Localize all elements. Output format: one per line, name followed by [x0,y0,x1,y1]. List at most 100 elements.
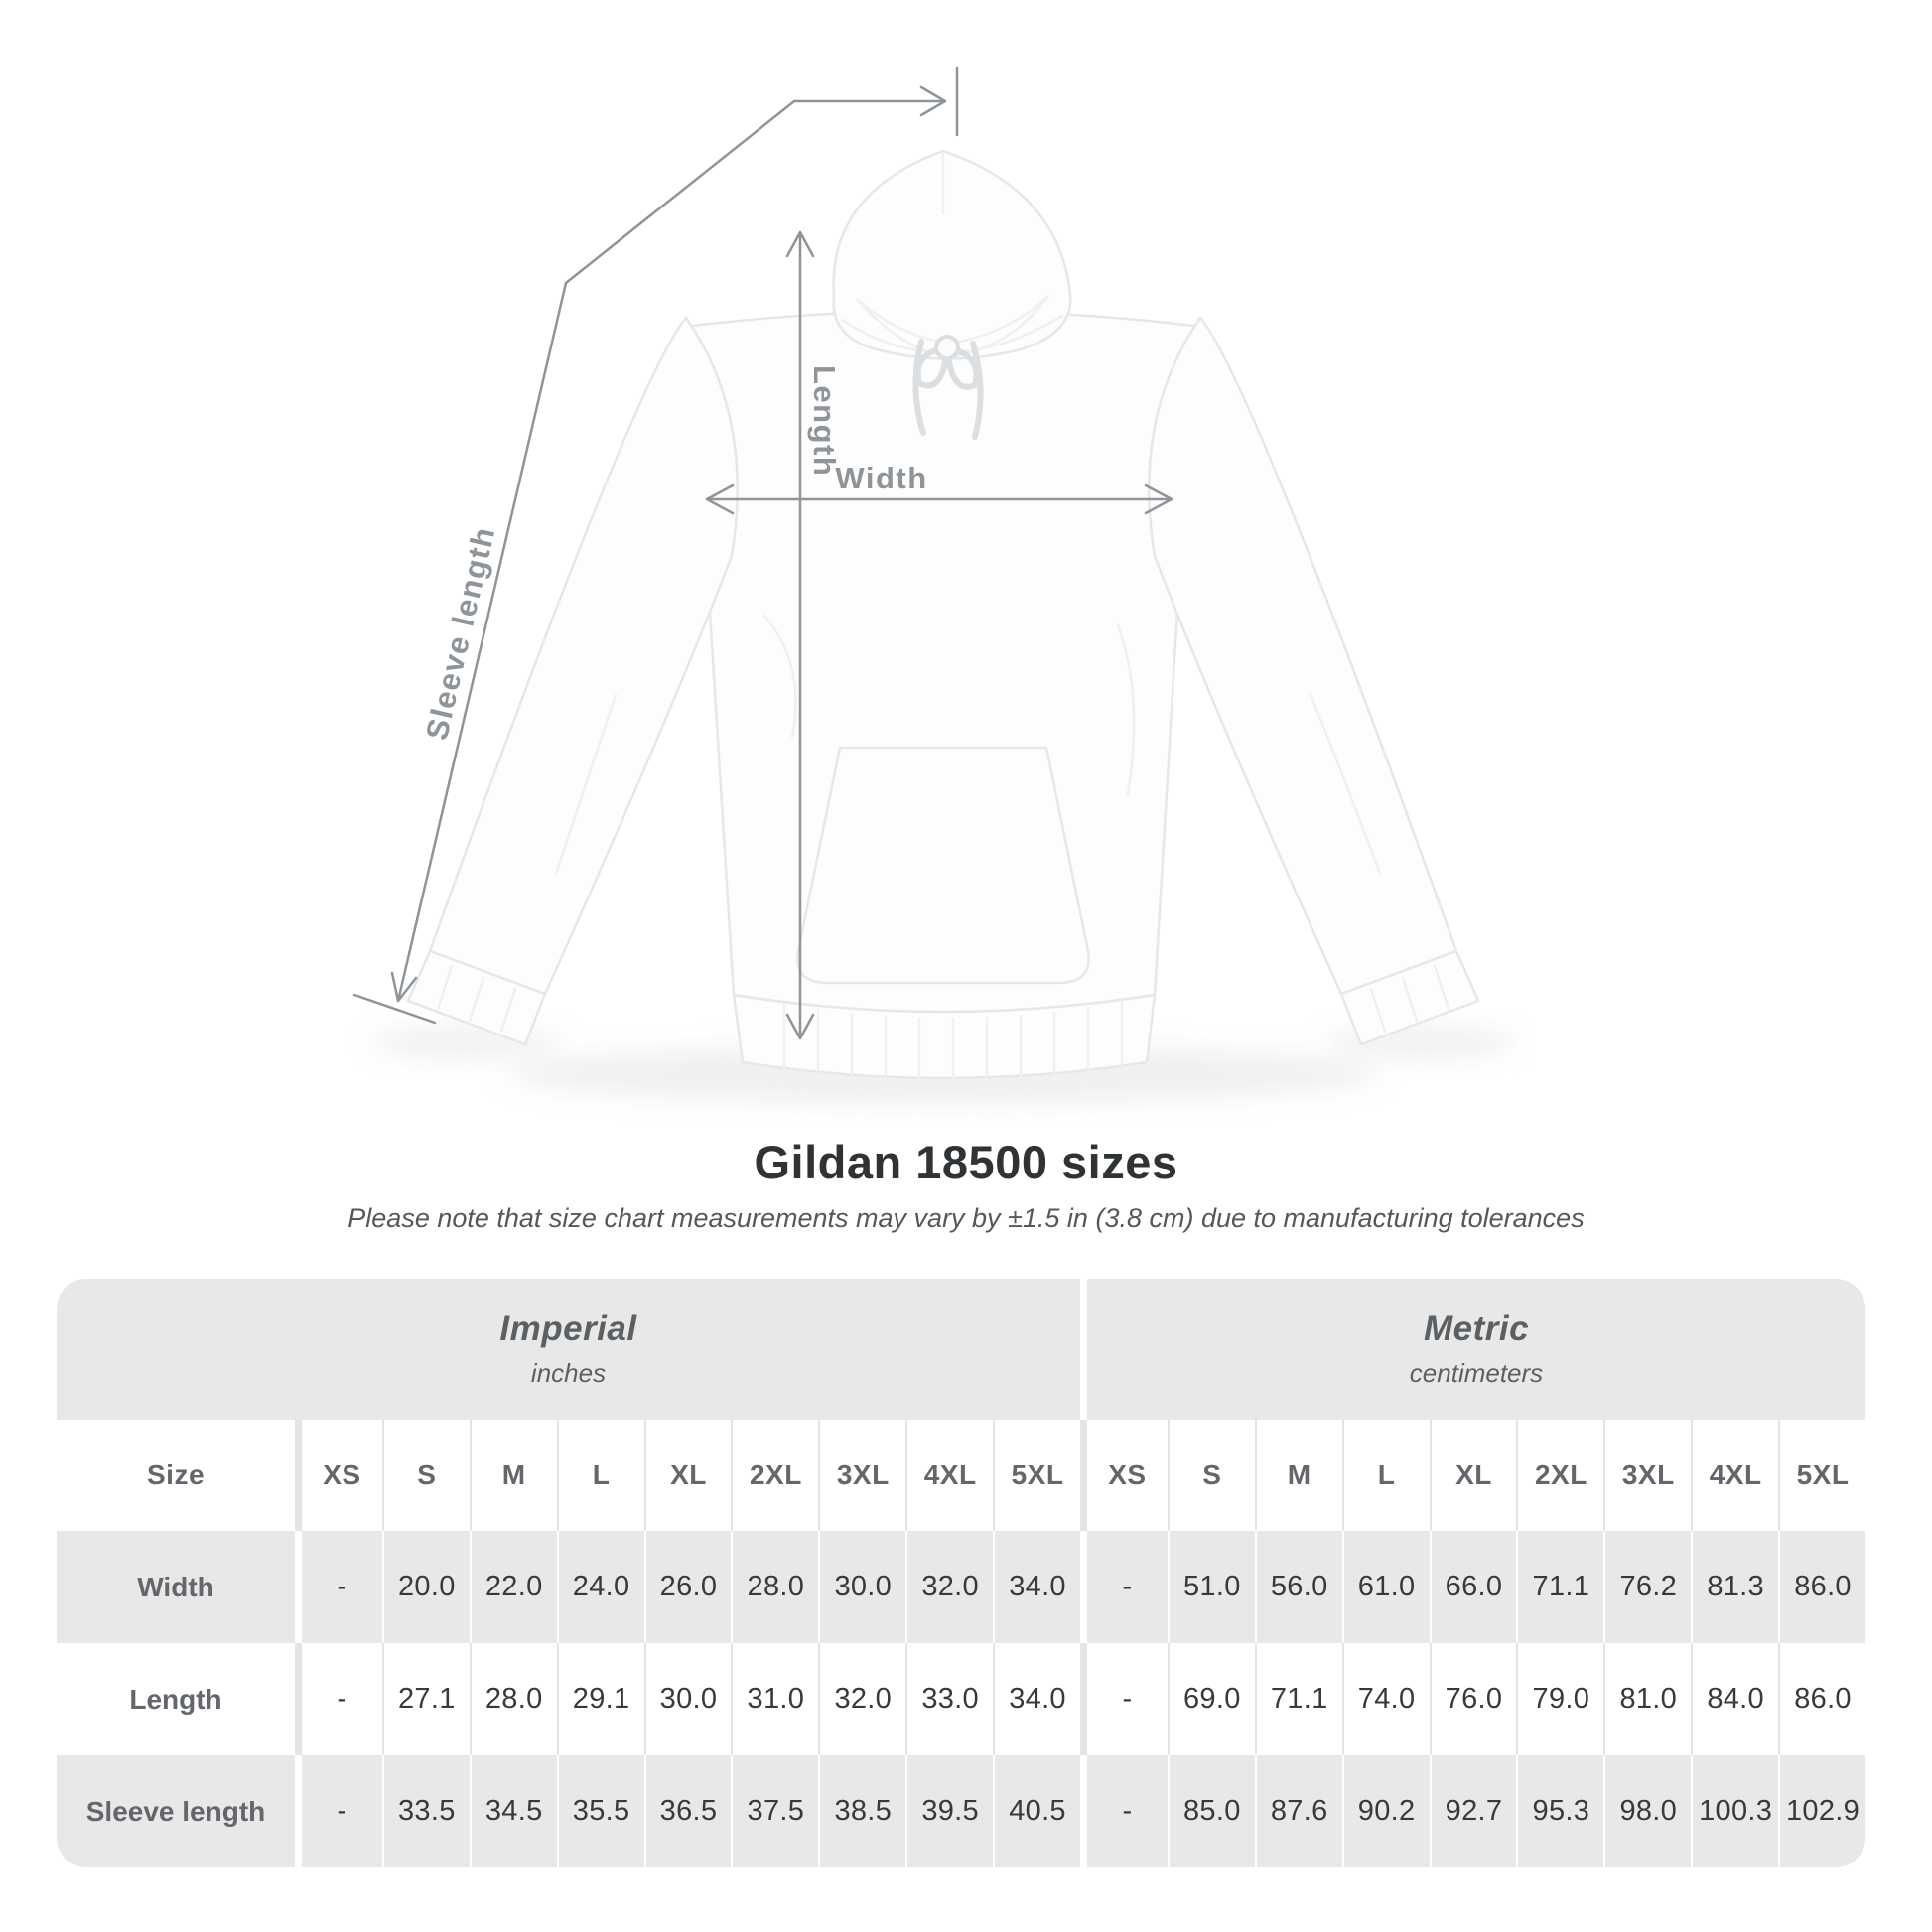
table-cell: 22.0 [469,1531,557,1643]
table-cell: 84.0 [1691,1643,1778,1755]
table-cell: 32.0 [905,1531,993,1643]
hoodie-measurement-diagram: Sleeve length Length Width [352,66,1514,1104]
arrowhead-up-icon [785,230,815,258]
size-col-header: 4XL [1691,1420,1778,1531]
metric-label: Metric [1423,1310,1530,1348]
row-label: Length [129,1683,222,1715]
hoodie-hood [832,149,1072,360]
table-cell: 74.0 [1341,1643,1430,1755]
arrowhead-right-icon [1144,483,1173,515]
unit-header-row: Imperial inches Metric centimeters [57,1279,1865,1420]
size-column-header: Size [146,1459,206,1490]
table-cell: 71.1 [1254,1643,1342,1755]
table-cell: 33.0 [905,1643,993,1755]
table-cell: 40.5 [993,1755,1080,1867]
table-cell: 87.6 [1254,1755,1342,1867]
table-cell: - [1079,1755,1168,1867]
table-cell: 28.0 [731,1531,818,1643]
arrowhead-down-icon [390,971,418,1003]
arrowhead-right-icon [919,85,947,117]
table-cell: 34.5 [469,1755,557,1867]
imperial-label: Imperial [499,1310,637,1348]
table-cell: 86.0 [1778,1643,1865,1755]
sleeve-length-arrow [352,66,959,1025]
size-col-header: XS [295,1420,382,1531]
table-cell: 35.5 [556,1755,644,1867]
size-col-header: 2XL [1516,1420,1603,1531]
end-tick [352,993,437,1025]
imperial-unit: inches [530,1358,607,1388]
length-arrow [785,230,815,1040]
size-col-header: M [469,1420,557,1531]
table-cell: 36.5 [643,1755,732,1867]
table-cell: 95.3 [1516,1755,1603,1867]
page-title: Gildan 18500 sizes [754,1136,1178,1188]
length-label: Length [807,365,842,477]
width-label: Width [835,461,927,495]
table-cell: 29.1 [556,1643,644,1755]
table-cell: 24.0 [556,1531,644,1643]
table-cell: 90.2 [1341,1755,1430,1867]
table-cell: 81.3 [1691,1531,1778,1643]
table-cell: 100.3 [1691,1755,1778,1867]
table-cell: 85.0 [1167,1755,1255,1867]
table-cell: 56.0 [1254,1531,1342,1643]
size-col-header: L [556,1420,644,1531]
table-cell: - [295,1531,382,1643]
table-cell: 38.5 [818,1755,905,1867]
table-row-width: Width - 20.0 22.0 24.0 26.0 28.0 30.0 32… [57,1531,1865,1643]
row-label: Sleeve length [85,1795,266,1827]
table-cell: 81.0 [1603,1643,1691,1755]
table-cell: 34.0 [993,1531,1080,1643]
hoodie-diagram-svg: Sleeve length Length Width [352,66,1514,1104]
size-col-header: 4XL [905,1420,993,1531]
table-cell: 34.0 [993,1643,1080,1755]
arrowhead-down-icon [785,1013,815,1040]
table-cell: 30.0 [643,1643,732,1755]
size-col-header: XL [643,1420,732,1531]
size-col-header: 5XL [993,1420,1080,1531]
metric-unit: centimeters [1409,1358,1544,1388]
hoodie-drawstrings [912,335,984,440]
hoodie-left-sleeve [428,316,739,996]
table-cell: 30.0 [818,1531,905,1643]
size-col-header: S [1167,1420,1255,1531]
table-cell: 76.0 [1429,1643,1517,1755]
table-cell: 71.1 [1516,1531,1603,1643]
size-col-header: 2XL [731,1420,818,1531]
table-cell: 32.0 [818,1643,905,1755]
table-cell: 92.7 [1429,1755,1517,1867]
size-col-header: 3XL [1603,1420,1691,1531]
hoodie-hem [732,993,1157,1080]
imperial-group-header: Imperial inches [57,1279,1080,1420]
size-col-header: 3XL [818,1420,905,1531]
table-cell: 66.0 [1429,1531,1517,1643]
table-cell: 27.1 [381,1643,470,1755]
size-header-row: Size XS S M L XL 2XL 3XL 4XL 5XL XS S M … [57,1420,1865,1531]
metric-group-header: Metric centimeters [1080,1279,1865,1420]
table-cell: 98.0 [1603,1755,1691,1867]
sleeve-length-label: Sleeve length [419,523,501,744]
table-cell: 26.0 [643,1531,732,1643]
table-cell: 31.0 [731,1643,818,1755]
hoodie-illustration [406,149,1480,1084]
hoodie-right-sleeve [1148,316,1458,996]
table-cell: - [1079,1531,1168,1643]
table-row-sleeve-length: Sleeve length - 33.5 34.5 35.5 36.5 37.5… [57,1755,1865,1867]
table-cell: 69.0 [1167,1643,1255,1755]
table-cell: 33.5 [381,1755,470,1867]
table-row-length: Length - 27.1 28.0 29.1 30.0 31.0 32.0 3… [57,1643,1865,1755]
row-label: Width [137,1571,214,1602]
size-col-header: XS [1079,1420,1168,1531]
table-cell: - [1079,1643,1168,1755]
chart-heading: Gildan 18500 sizes Please note that size… [0,1135,1932,1234]
table-cell: 61.0 [1341,1531,1430,1643]
size-col-header: M [1254,1420,1342,1531]
table-cell: - [295,1643,382,1755]
size-col-header: 5XL [1778,1420,1865,1531]
hoodie-pocket [796,746,1090,985]
table-cell: 102.9 [1778,1755,1865,1867]
table-cell: 28.0 [469,1643,557,1755]
table-cell: - [295,1755,382,1867]
